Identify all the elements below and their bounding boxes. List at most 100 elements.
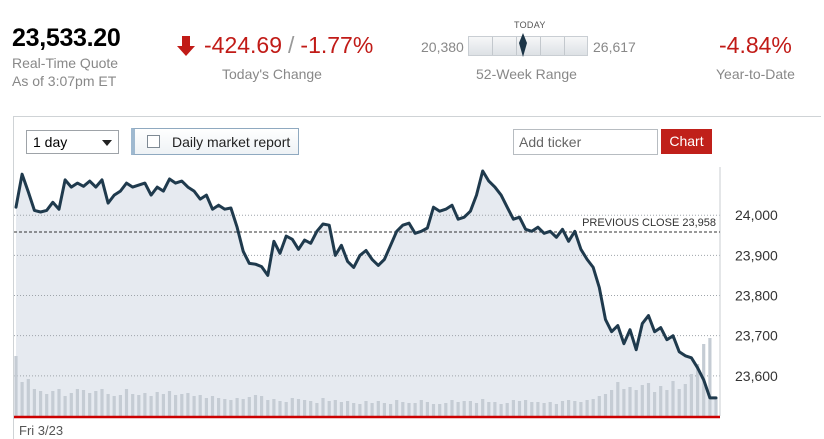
volume-bar: [696, 364, 700, 416]
volume-bar: [210, 396, 215, 416]
volume-bar: [26, 379, 30, 416]
volume-bar: [241, 399, 245, 416]
volume-bar: [180, 394, 184, 416]
volume-bar: [266, 400, 270, 416]
volume-bar: [714, 398, 718, 416]
change-percent: -1.77%: [300, 32, 374, 58]
volume-bar: [100, 389, 104, 416]
volume-bar: [63, 396, 67, 416]
y-tick-label: 23,700: [735, 328, 778, 344]
range-today-label: TODAY: [514, 20, 546, 30]
volume-bar: [253, 395, 258, 416]
volume-bar: [567, 400, 571, 416]
volume-bar: [296, 399, 301, 416]
range-tick: [564, 37, 565, 55]
volume-bar: [339, 402, 343, 416]
volume-bar: [149, 396, 153, 416]
volume-bar: [155, 392, 159, 416]
volume-bar: [352, 403, 356, 416]
y-tick-label: 24,000: [735, 207, 778, 223]
volume-bar: [511, 400, 515, 416]
period-select-value: 1 day: [33, 134, 68, 150]
volume-bar: [536, 402, 540, 416]
volume-bar: [542, 403, 546, 416]
volume-bar: [309, 401, 313, 416]
quote-timestamp: As of 3:07pm ET: [12, 73, 117, 89]
volume-bar: [321, 398, 325, 416]
price-area-fill: [16, 171, 716, 416]
volume-bar: [708, 338, 712, 416]
axis-layer: 24,000 23,900 23,800 23,700 23,600 Fri 3/23: [14, 207, 778, 438]
volume-bar: [198, 395, 202, 416]
volume-bar: [51, 391, 55, 416]
volume-bar: [94, 391, 98, 416]
range-high: 26,617: [593, 39, 636, 55]
volume-bar: [131, 394, 135, 416]
volume-bar: [395, 400, 399, 416]
volume-bar: [603, 394, 608, 416]
volume-bar: [573, 401, 577, 416]
volume-bar: [370, 403, 374, 416]
volume-bar: [333, 400, 337, 416]
volume-bar: [278, 401, 282, 416]
volume-bar: [530, 402, 534, 416]
price-line: [14, 169, 718, 400]
x-axis-label: Fri 3/23: [19, 423, 63, 438]
period-select[interactable]: 1 day: [26, 130, 119, 154]
change-label: Today's Change: [222, 66, 322, 82]
range-low: 20,380: [421, 39, 464, 55]
volume-bar: [665, 390, 669, 416]
report-label: Daily market report: [172, 134, 291, 150]
volume-bar: [382, 403, 386, 416]
volume-bar: [223, 399, 227, 416]
volume-bar: [487, 402, 491, 416]
volume-bar: [39, 391, 43, 416]
volume-bar: [548, 402, 552, 416]
volume-bar: [444, 403, 448, 416]
volume-bar: [376, 401, 380, 416]
volume-bar: [683, 384, 687, 416]
volume-bar: [45, 394, 49, 416]
volume-bar: [20, 382, 24, 416]
daily-report-toggle[interactable]: Daily market report: [131, 128, 299, 155]
change-points: -424.69: [204, 32, 283, 58]
volume-bar: [450, 400, 454, 416]
report-checkbox[interactable]: [147, 135, 160, 148]
volume-bar: [364, 401, 368, 416]
volume-bar: [143, 393, 147, 416]
volume-bar: [57, 389, 61, 416]
volume-bar: [560, 401, 565, 416]
volume-bar: [346, 401, 350, 416]
volume-bar: [112, 396, 116, 416]
volume-bar: [69, 393, 73, 416]
volume-bar: [260, 396, 264, 416]
volume-bar: [161, 394, 165, 416]
volume-bar: [106, 394, 110, 416]
chart-button[interactable]: Chart: [661, 129, 712, 154]
volume-bar: [610, 390, 614, 416]
ticker-input[interactable]: [513, 129, 658, 155]
volume-bar: [671, 381, 675, 416]
volume-bar: [217, 398, 221, 416]
volume-bar: [413, 403, 417, 416]
y-tick-label: 23,900: [735, 247, 778, 263]
volume-bar: [505, 403, 509, 416]
volume-bar: [468, 401, 472, 416]
volume-bar: [462, 401, 466, 416]
volume-bar: [327, 401, 331, 416]
volume-bar: [204, 398, 208, 416]
previous-close-layer: PREVIOUS CLOSE 23,958: [14, 217, 720, 233]
today-marker-icon: [519, 33, 527, 57]
volume-bar: [407, 403, 411, 416]
volume-bar: [524, 400, 528, 416]
volume-bar: [481, 399, 485, 416]
volume-bar: [284, 402, 288, 416]
volume-bar: [419, 400, 423, 416]
volume-bar: [640, 385, 644, 416]
volume-bar: [456, 402, 460, 416]
volume-bar: [634, 390, 638, 416]
volume-bar: [167, 391, 172, 416]
previous-close-label: PREVIOUS CLOSE 23,958: [582, 217, 716, 229]
volume-bar: [290, 398, 294, 416]
